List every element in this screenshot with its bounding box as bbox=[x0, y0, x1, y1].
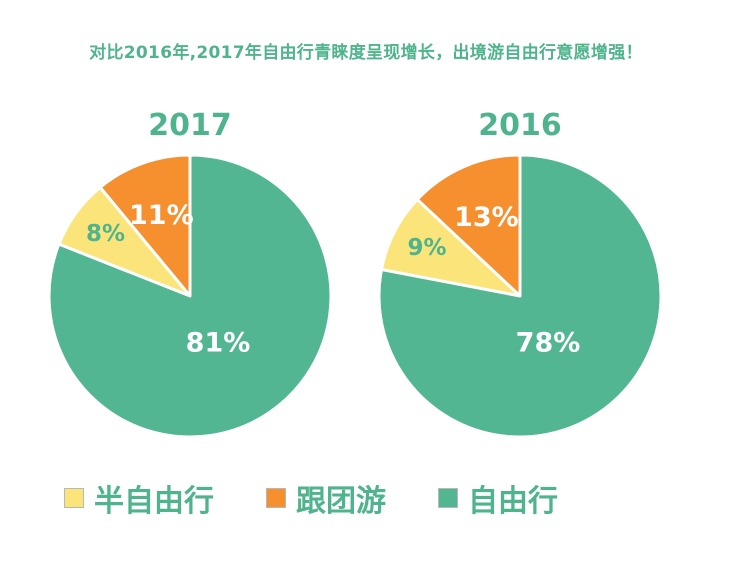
legend-item-group-tour: 跟团游 bbox=[266, 476, 386, 520]
chart-headline: 对比2016年,2017年自由行青睐度呈现增长，出境游自由行意愿增强！ bbox=[89, 43, 643, 63]
slice-label: 13% bbox=[454, 202, 519, 233]
slice-label: 78% bbox=[516, 328, 581, 359]
legend-swatch bbox=[438, 488, 458, 508]
legend: 半自由行 跟团游 自由行 bbox=[64, 476, 610, 520]
pie-slice bbox=[98, 153, 192, 298]
legend-label: 半自由行 bbox=[94, 484, 214, 519]
pie-2016: 2016 9% 13% 78% bbox=[377, 108, 663, 439]
slice-label: 9% bbox=[408, 235, 447, 261]
slice-label: 11% bbox=[129, 200, 194, 231]
pie-title: 2017 bbox=[148, 108, 232, 143]
legend-item-semi-independent: 半自由行 bbox=[64, 476, 214, 520]
pie-title: 2016 bbox=[478, 108, 562, 143]
slice-label: 81% bbox=[186, 328, 251, 359]
legend-swatch bbox=[64, 488, 84, 508]
pie-slice bbox=[379, 197, 522, 298]
legend-item-independent: 自由行 bbox=[438, 476, 558, 520]
pie-slice bbox=[47, 153, 333, 439]
pie-2017: 2017 8%11% 81% bbox=[47, 108, 333, 439]
legend-label: 自由行 bbox=[468, 484, 558, 519]
legend-swatch bbox=[266, 488, 286, 508]
pie-slice bbox=[377, 153, 663, 439]
pie-slice bbox=[415, 153, 522, 298]
slice-label: 8% bbox=[86, 221, 125, 247]
legend-label: 跟团游 bbox=[296, 484, 386, 519]
